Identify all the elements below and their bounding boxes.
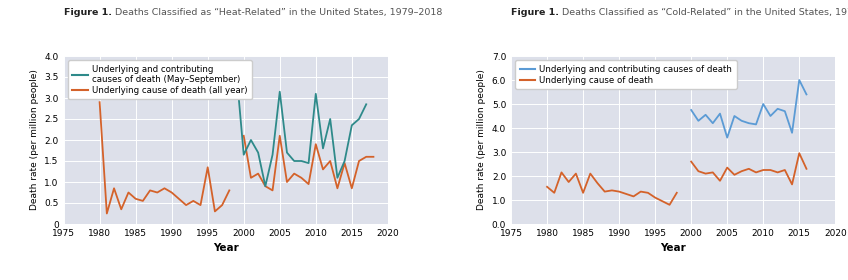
Underlying cause of death (all year) [181,203,191,207]
Underlying and contributing causes of death [729,114,739,118]
Underlying cause of death [542,185,552,188]
Line: Underlying cause of death (all year): Underlying cause of death (all year) [99,102,229,214]
Underlying cause of death [657,200,667,203]
Underlying and contributing
causes of death (May–September) [282,151,292,154]
Underlying and contributing causes of death [751,123,762,126]
Underlying and contributing
causes of death (May–September) [260,185,271,188]
Underlying and contributing causes of death [744,122,754,125]
Underlying and contributing causes of death [694,119,704,122]
Y-axis label: Death rate (per million people): Death rate (per million people) [477,69,486,211]
Underlying and contributing
causes of death (May–September) [267,153,277,157]
Underlying and contributing causes of death [801,93,812,96]
Underlying cause of death [564,180,574,184]
Underlying cause of death [622,192,632,196]
Underlying and contributing
causes of death (May–September) [310,92,321,95]
X-axis label: Year: Year [213,243,238,253]
Underlying and contributing
causes of death (May–September) [289,159,299,163]
Underlying cause of death [578,191,589,195]
Underlying cause of death [665,203,675,206]
Underlying and contributing
causes of death (May–September) [347,124,357,127]
Underlying and contributing causes of death [708,122,718,125]
Text: Figure 1.: Figure 1. [64,8,112,17]
Underlying and contributing causes of death [766,114,776,118]
Underlying and contributing causes of death [737,119,747,122]
Underlying cause of death (all year) [203,166,213,169]
Text: Deaths Classified as “Cold-Related” in the United States, 1979–2016: Deaths Classified as “Cold-Related” in t… [559,8,848,17]
Underlying cause of death [585,172,595,175]
Underlying and contributing
causes of death (May–September) [238,153,248,157]
Legend: Underlying and contributing
causes of death (May–September), Underlying cause of: Underlying and contributing causes of de… [68,60,252,99]
Underlying cause of death [636,190,646,193]
Underlying cause of death (all year) [152,191,162,194]
Underlying and contributing causes of death [715,112,725,115]
Underlying cause of death (all year) [166,191,176,194]
Underlying cause of death [643,191,653,195]
Underlying cause of death (all year) [224,189,234,192]
Underlying cause of death [593,181,603,185]
Line: Underlying and contributing causes of death: Underlying and contributing causes of de… [691,80,806,137]
Underlying and contributing
causes of death (May–September) [332,176,343,179]
Text: Deaths Classified as “Heat-Related” in the United States, 1979–2018: Deaths Classified as “Heat-Related” in t… [112,8,442,17]
Underlying cause of death (all year) [137,199,148,203]
Underlying and contributing
causes of death (May–September) [232,71,242,74]
Underlying cause of death [614,190,624,193]
Underlying cause of death (all year) [102,212,112,215]
Line: Underlying and contributing
causes of death (May–September): Underlying and contributing causes of de… [237,73,366,186]
Text: Figure 1.: Figure 1. [511,8,559,17]
Underlying cause of death [607,189,617,192]
Underlying cause of death [571,172,581,175]
Underlying and contributing
causes of death (May–September) [361,103,371,106]
Underlying and contributing causes of death [795,78,805,82]
Underlying cause of death (all year) [195,203,205,207]
Legend: Underlying and contributing causes of death, Underlying cause of death: Underlying and contributing causes of de… [516,60,737,89]
Underlying cause of death (all year) [188,199,198,203]
Underlying cause of death (all year) [123,191,133,194]
Underlying cause of death (all year) [209,210,220,213]
Underlying cause of death (all year) [109,187,119,190]
Underlying cause of death (all year) [116,208,126,211]
Underlying cause of death [628,195,639,198]
Underlying and contributing causes of death [773,107,783,111]
Underlying cause of death (all year) [94,101,104,104]
Underlying cause of death (all year) [159,187,170,190]
Underlying cause of death [672,191,682,195]
Underlying cause of death (all year) [145,189,155,192]
Underlying and contributing
causes of death (May–September) [275,90,285,94]
Underlying cause of death [556,171,566,174]
X-axis label: Year: Year [661,243,686,253]
Underlying and contributing
causes of death (May–September) [325,117,335,121]
Line: Underlying cause of death: Underlying cause of death [547,172,677,205]
Underlying and contributing
causes of death (May–September) [304,161,314,165]
Underlying and contributing causes of death [722,136,733,139]
Underlying cause of death (all year) [131,197,141,200]
Underlying cause of death [550,191,560,195]
Underlying and contributing
causes of death (May–September) [296,159,306,163]
Underlying and contributing causes of death [686,108,696,112]
Underlying cause of death (all year) [217,203,227,207]
Underlying and contributing causes of death [787,131,797,134]
Underlying cause of death (all year) [174,197,184,200]
Underlying and contributing
causes of death (May–September) [354,117,364,121]
Underlying and contributing
causes of death (May–September) [318,147,328,150]
Underlying and contributing
causes of death (May–September) [253,151,263,154]
Underlying cause of death [650,196,661,199]
Underlying and contributing causes of death [780,109,790,113]
Underlying and contributing
causes of death (May–September) [246,138,256,142]
Underlying and contributing
causes of death (May–September) [339,159,349,163]
Underlying and contributing causes of death [758,102,768,106]
Underlying cause of death [600,190,610,193]
Y-axis label: Death rate (per million people): Death rate (per million people) [30,69,39,211]
Underlying and contributing causes of death [700,113,711,116]
